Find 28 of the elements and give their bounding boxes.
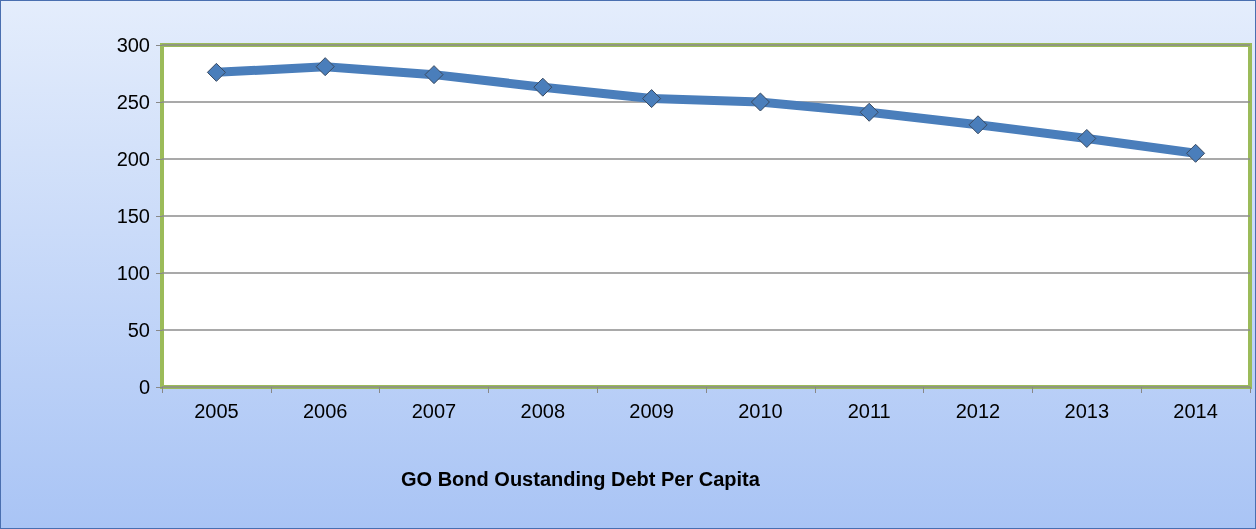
x-tick-label: 2006 — [302, 400, 348, 422]
y-tick-label: 300 — [116, 34, 150, 56]
x-tick-label: 2012 — [955, 400, 1001, 422]
x-tick-label: 2005 — [194, 400, 239, 422]
point — [1077, 128, 1097, 148]
x-tick-label: 2014 — [1173, 400, 1218, 422]
y-tick-label: 50 — [127, 319, 150, 341]
y-tick-label: 200 — [116, 148, 150, 170]
y-tick-label: 150 — [116, 205, 150, 227]
text: GO Bond Oustanding Debt Per Capita — [401, 468, 761, 490]
point — [424, 65, 444, 85]
point — [859, 102, 879, 122]
x-tick-label: 2008 — [520, 400, 566, 422]
x-tick-label: 2010 — [738, 400, 783, 422]
point — [642, 89, 662, 109]
point — [206, 62, 226, 82]
x-tick-label: 2009 — [629, 400, 674, 422]
y-tick-label: 100 — [116, 262, 150, 284]
x-tick-label: 2007 — [411, 400, 457, 422]
x-tick-label: 2013 — [1064, 400, 1110, 422]
point — [533, 77, 553, 97]
point — [1186, 143, 1206, 163]
x-tick-label: 2011 — [847, 400, 891, 422]
point — [750, 92, 770, 112]
y-tick-label: 0 — [138, 376, 150, 398]
point — [315, 57, 335, 77]
point — [968, 115, 988, 135]
y-tick-label: 250 — [116, 91, 150, 113]
